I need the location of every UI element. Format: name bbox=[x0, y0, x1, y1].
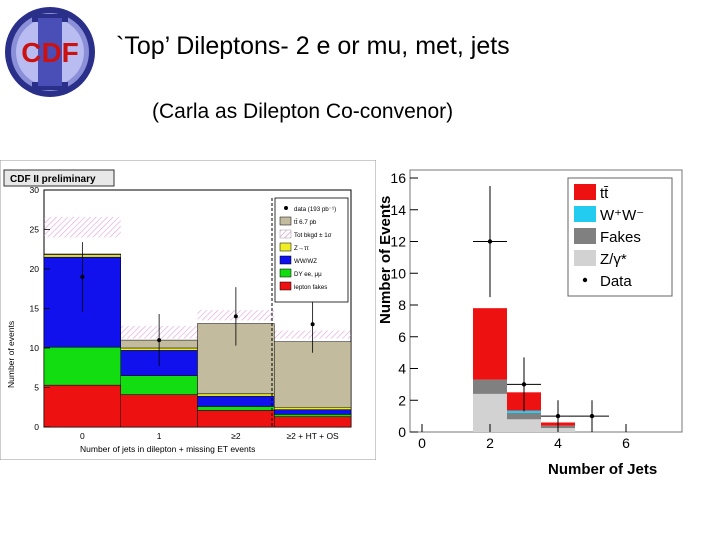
right-x-tick-label-2: 4 bbox=[554, 435, 562, 451]
right-legend-label-3: Z/γ* bbox=[600, 251, 627, 268]
right-legend-marker-3 bbox=[574, 250, 596, 266]
right-y-axis-title: Number of Events bbox=[377, 196, 394, 324]
bar-segment-3-2 bbox=[473, 308, 507, 380]
page-title: `Top’ Dileptons- 2 e or mu, met, jets bbox=[116, 32, 510, 60]
bar-segment-3-3 bbox=[274, 407, 352, 410]
bar-segment-0-2 bbox=[197, 410, 275, 428]
data-point-1 bbox=[157, 338, 162, 343]
left-y-tick-label-6: 30 bbox=[30, 185, 40, 195]
data-point-0 bbox=[80, 274, 85, 279]
left-legend-label-1: tt̄ 6.7 pb bbox=[294, 219, 317, 226]
cdf-logo: CDF bbox=[5, 7, 95, 97]
right-y-tick-label-1: 2 bbox=[398, 392, 406, 408]
right-y-tick-label-3: 6 bbox=[398, 329, 406, 345]
logo-text: CDF bbox=[21, 37, 79, 68]
left-legend-marker-4 bbox=[279, 255, 292, 265]
data-point-3 bbox=[310, 322, 315, 327]
right-x-tick-label-1: 2 bbox=[486, 435, 494, 451]
left-y-tick-label-2: 10 bbox=[30, 343, 40, 353]
data-point-5 bbox=[589, 413, 595, 419]
cdf-preliminary-badge: CDF II preliminary bbox=[10, 174, 96, 185]
left-legend-label-3: Z→ττ bbox=[294, 245, 309, 252]
chart-jet-multiplicity-stacked: 0 1 ≥2 ≥2 + HT + OS 0 5 10 15 20 25 30 CDF II prel… bbox=[0, 160, 376, 460]
data-point-3 bbox=[521, 382, 527, 387]
right-y-tick-label-0: 0 bbox=[398, 424, 406, 440]
page-subtitle: (Carla as Dilepton Co-convenor) bbox=[152, 100, 454, 123]
left-y-tick-label-0: 0 bbox=[34, 422, 39, 432]
right-y-tick-label-2: 4 bbox=[398, 361, 406, 377]
right-legend-marker-0 bbox=[574, 184, 596, 200]
bar-segment-0-3 bbox=[507, 419, 541, 432]
right-legend-marker-2 bbox=[574, 228, 596, 244]
bar-segment-1-1 bbox=[120, 375, 198, 395]
left-legend-marker-6 bbox=[279, 281, 292, 291]
left-legend-marker-3 bbox=[279, 242, 292, 252]
bar-segment-0-1 bbox=[120, 394, 198, 428]
right-y-tick-label-5: 10 bbox=[390, 265, 406, 281]
left-legend-marker-1 bbox=[279, 216, 292, 226]
right-y-tick-label-6: 12 bbox=[390, 234, 406, 250]
left-legend-marker-0 bbox=[284, 206, 288, 210]
data-point-2 bbox=[233, 314, 238, 319]
bar-segment-2-3 bbox=[274, 409, 352, 415]
left-legend-marker-5 bbox=[279, 268, 292, 278]
data-point-4 bbox=[555, 413, 561, 419]
left-legend-label-0: data (193 pb⁻¹) bbox=[294, 206, 336, 213]
bar-segment-2-2 bbox=[197, 395, 275, 407]
left-x-tick-label-2: ≥2 bbox=[231, 431, 241, 441]
bar-segment-1-0 bbox=[43, 346, 121, 386]
bar-segment-0-0 bbox=[43, 384, 121, 428]
left-x-tick-label-0: 0 bbox=[80, 431, 85, 441]
left-x-tick-label-1: 1 bbox=[157, 431, 162, 441]
right-legend-label-1: W⁺W⁻ bbox=[600, 207, 644, 224]
bar-segment-1-3 bbox=[507, 412, 541, 420]
left-legend-marker-2 bbox=[279, 229, 292, 239]
left-y-tick-label-5: 25 bbox=[30, 225, 40, 235]
right-legend-marker-1 bbox=[574, 206, 596, 222]
right-y-tick-label-8: 16 bbox=[390, 170, 406, 186]
right-legend-label-0: tt̄ bbox=[600, 185, 609, 202]
bar-segment-0-3 bbox=[274, 416, 352, 428]
bar-segment-1-3 bbox=[274, 414, 352, 417]
chart-number-of-jets: 0 2 4 6 8 10 12 14 16 0 2 4 6 tt̄ W⁺W⁻ Fakes Z/γ* Data N… bbox=[377, 169, 683, 478]
bkgd-band-0 bbox=[44, 216, 121, 238]
left-x-axis-title: Number of jets in dilepton + missing ET … bbox=[80, 444, 255, 454]
left-y-tick-label-4: 20 bbox=[30, 264, 40, 274]
left-y-tick-label-3: 15 bbox=[30, 304, 40, 314]
left-legend-label-6: lepton fakes bbox=[294, 284, 327, 291]
right-x-tick-label-0: 0 bbox=[418, 435, 426, 451]
bar-segment-1-2 bbox=[197, 406, 275, 411]
bar-segment-2-3 bbox=[507, 410, 541, 413]
left-y-tick-label-1: 5 bbox=[34, 383, 39, 393]
left-legend-label-5: DY ee, μμ bbox=[294, 271, 322, 278]
right-y-tick-label-4: 8 bbox=[398, 297, 406, 313]
right-legend-marker-4 bbox=[582, 277, 588, 283]
bar-segment-3-2 bbox=[197, 393, 275, 397]
left-x-tick-label-3: ≥2 + HT + OS bbox=[287, 431, 340, 441]
right-legend-label-2: Fakes bbox=[600, 229, 641, 246]
data-point-2 bbox=[487, 239, 493, 244]
right-legend-label-4: Data bbox=[600, 273, 632, 290]
right-x-tick-label-3: 6 bbox=[622, 435, 630, 451]
left-y-axis-title: Number of events bbox=[6, 321, 16, 388]
left-legend-label-2: Tot bkgd ± 1σ bbox=[294, 232, 332, 239]
left-legend-label-4: WW/WZ bbox=[294, 258, 317, 265]
right-x-axis-title: Number of Jets bbox=[548, 461, 657, 478]
bar-segment-1-2 bbox=[473, 379, 507, 394]
right-y-tick-label-7: 14 bbox=[390, 202, 406, 218]
